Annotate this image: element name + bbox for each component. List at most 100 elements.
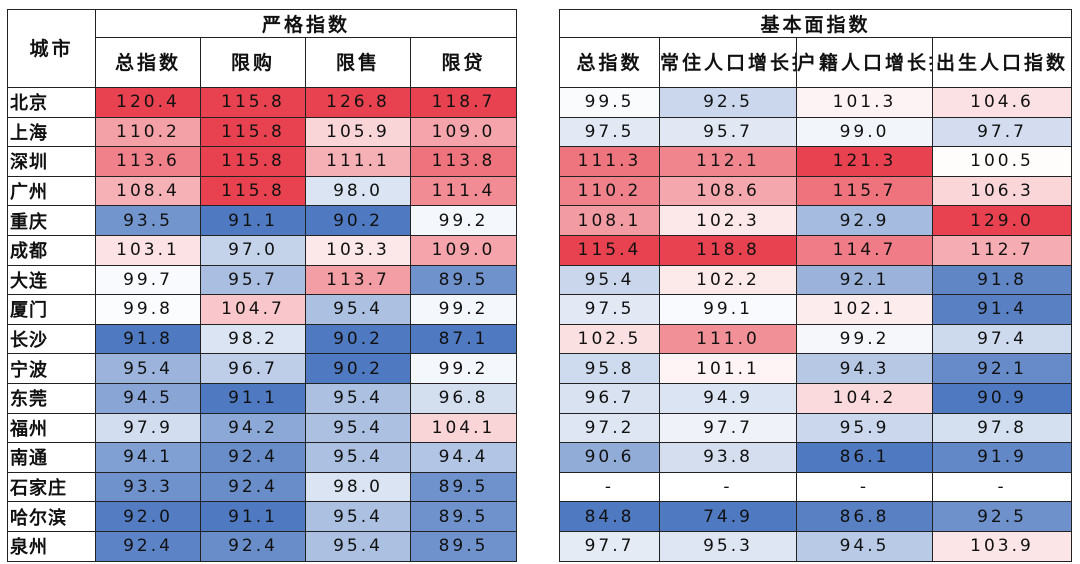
strict-col-purchase: 限购: [200, 37, 306, 88]
strict-value-cell: 94.1: [95, 442, 201, 473]
strict-value-cell: 103.3: [305, 234, 411, 266]
city-name: 泉州: [7, 530, 96, 562]
fund-value-cell: 97.5: [559, 116, 660, 148]
strict-value-cell: 95.4: [305, 412, 411, 444]
strict-value-cell: 109.0: [409, 234, 518, 266]
table-row: 石家庄 93.3 92.4 98.0 89.5: [7, 471, 518, 503]
fund-value-cell: 102.2: [659, 264, 797, 296]
city-name: 福州: [7, 412, 96, 444]
fund-value-cell: 97.7: [559, 530, 660, 562]
fundamental-index-table: 基本面指数 总指数 常住人口增长指数 户籍人口增长指数 出生人口指数 99.59…: [558, 9, 1073, 562]
strict-value-cell: 97.9: [95, 412, 201, 444]
city-name: 重庆: [7, 205, 96, 236]
fund-value-cell: 97.8: [931, 412, 1073, 444]
fund-value-cell: 90.9: [931, 382, 1073, 414]
fund-value-cell: 108.1: [559, 205, 660, 236]
city-name: 南通: [7, 442, 96, 473]
city-name: 哈尔滨: [7, 501, 96, 532]
fund-col-total: 总指数: [559, 37, 660, 88]
fund-value-cell: 94.9: [659, 382, 797, 414]
table-row: 北京 120.4 115.8 126.8 118.7: [7, 87, 518, 118]
table-row: ----: [559, 471, 1073, 503]
strict-value-cell: 96.7: [200, 353, 306, 384]
fund-value-cell: 95.8: [559, 353, 660, 384]
table-row: 95.4 102.2 92.1 91.8: [559, 264, 1073, 296]
strict-value-cell: 99.7: [95, 264, 201, 296]
city-name: 宁波: [7, 353, 96, 384]
fund-value-cell: 104.2: [796, 382, 933, 414]
fund-value-cell: 94.5: [796, 530, 933, 562]
strict-value-cell: 95.4: [305, 382, 411, 414]
table-row: 97.2 97.7 95.9 97.8: [559, 412, 1073, 444]
table-row: 长沙 91.8 98.2 90.2 87.1: [7, 323, 518, 355]
fund-value-cell: 108.6: [659, 175, 797, 207]
table-row: 宁波 95.4 96.7 90.2 99.2: [7, 353, 518, 384]
strict-value-cell: 115.8: [200, 116, 306, 148]
strict-value-cell: 103.1: [95, 234, 201, 266]
strict-value-cell: 98.0: [305, 175, 411, 207]
table-row: 97.5 95.7 99.0 97.7: [559, 116, 1073, 148]
fund-value-cell: 102.1: [796, 294, 933, 325]
fund-value-cell: 84.8: [559, 501, 660, 532]
strict-value-cell: 95.4: [305, 294, 411, 325]
fund-value-cell: 103.9: [931, 530, 1073, 562]
city-name: 深圳: [7, 146, 96, 177]
strict-value-cell: 95.7: [200, 264, 306, 296]
table-row: 97.5 99.1 102.1 91.4: [559, 294, 1073, 325]
strict-value-cell: 94.2: [200, 412, 306, 444]
strict-value-cell: 98.0: [305, 471, 411, 503]
strict-value-cell: 99.2: [409, 205, 518, 236]
city-header: 城市: [7, 9, 96, 88]
fund-value-cell: 96.7: [559, 382, 660, 414]
strict-value-cell: 92.4: [200, 530, 306, 562]
strict-col-total: 总指数: [95, 37, 201, 88]
fund-value-cell: 95.7: [659, 116, 797, 148]
fund-value-cell: -: [559, 471, 660, 503]
strict-value-cell: 89.5: [409, 264, 518, 296]
strict-value-cell: 95.4: [305, 530, 411, 562]
fund-value-cell: 91.8: [931, 264, 1073, 296]
strict-value-cell: 118.7: [409, 87, 518, 118]
strict-value-cell: 89.5: [409, 501, 518, 532]
strict-value-cell: 113.7: [305, 264, 411, 296]
city-name: 广州: [7, 175, 96, 207]
table-row: 深圳 113.6 115.8 111.1 113.8: [7, 146, 518, 177]
table-row: 115.4 118.8 114.7 112.7: [559, 234, 1073, 266]
table-row: 成都 103.1 97.0 103.3 109.0: [7, 234, 518, 266]
table-row: 84.8 74.9 86.8 92.5: [559, 501, 1073, 532]
city-name: 北京: [7, 87, 96, 118]
fund-value-cell: 110.2: [559, 175, 660, 207]
table-row: 大连 99.7 95.7 113.7 89.5: [7, 264, 518, 296]
fund-value-cell: 92.1: [796, 264, 933, 296]
fund-value-cell: 101.1: [659, 353, 797, 384]
table-row: 97.7 95.3 94.5 103.9: [559, 530, 1073, 562]
city-name: 成都: [7, 234, 96, 266]
city-name: 石家庄: [7, 471, 96, 503]
strict-value-cell: 99.2: [409, 294, 518, 325]
strict-value-cell: 120.4: [95, 87, 201, 118]
strict-value-cell: 91.1: [200, 382, 306, 414]
strict-value-cell: 110.2: [95, 116, 201, 148]
table-row: 111.3 112.1 121.3 100.5: [559, 146, 1073, 177]
city-name: 上海: [7, 116, 96, 148]
fund-value-cell: 92.5: [659, 87, 797, 118]
fund-value-cell: 97.7: [659, 412, 797, 444]
strict-group-title: 严格指数: [94, 9, 518, 38]
fund-value-cell: 115.7: [796, 175, 933, 207]
fund-value-cell: 121.3: [796, 146, 933, 177]
strict-value-cell: 99.2: [409, 353, 518, 384]
fund-value-cell: 111.3: [559, 146, 660, 177]
fund-value-cell: 106.3: [931, 175, 1073, 207]
fund-col-household: 户籍人口增长指数: [796, 37, 933, 88]
fund-value-cell: 115.4: [559, 234, 660, 266]
strict-value-cell: 90.2: [305, 353, 411, 384]
city-name: 东莞: [7, 382, 96, 414]
strict-value-cell: 113.8: [409, 146, 518, 177]
table-row: 重庆 93.5 91.1 90.2 99.2: [7, 205, 518, 236]
fund-value-cell: 97.5: [559, 294, 660, 325]
fund-value-cell: 99.0: [796, 116, 933, 148]
fund-value-cell: 92.1: [931, 353, 1073, 384]
fund-value-cell: 95.4: [559, 264, 660, 296]
table-row: 上海 110.2 115.8 105.9 109.0: [7, 116, 518, 148]
table-row: 102.5 111.0 99.2 97.4: [559, 323, 1073, 355]
